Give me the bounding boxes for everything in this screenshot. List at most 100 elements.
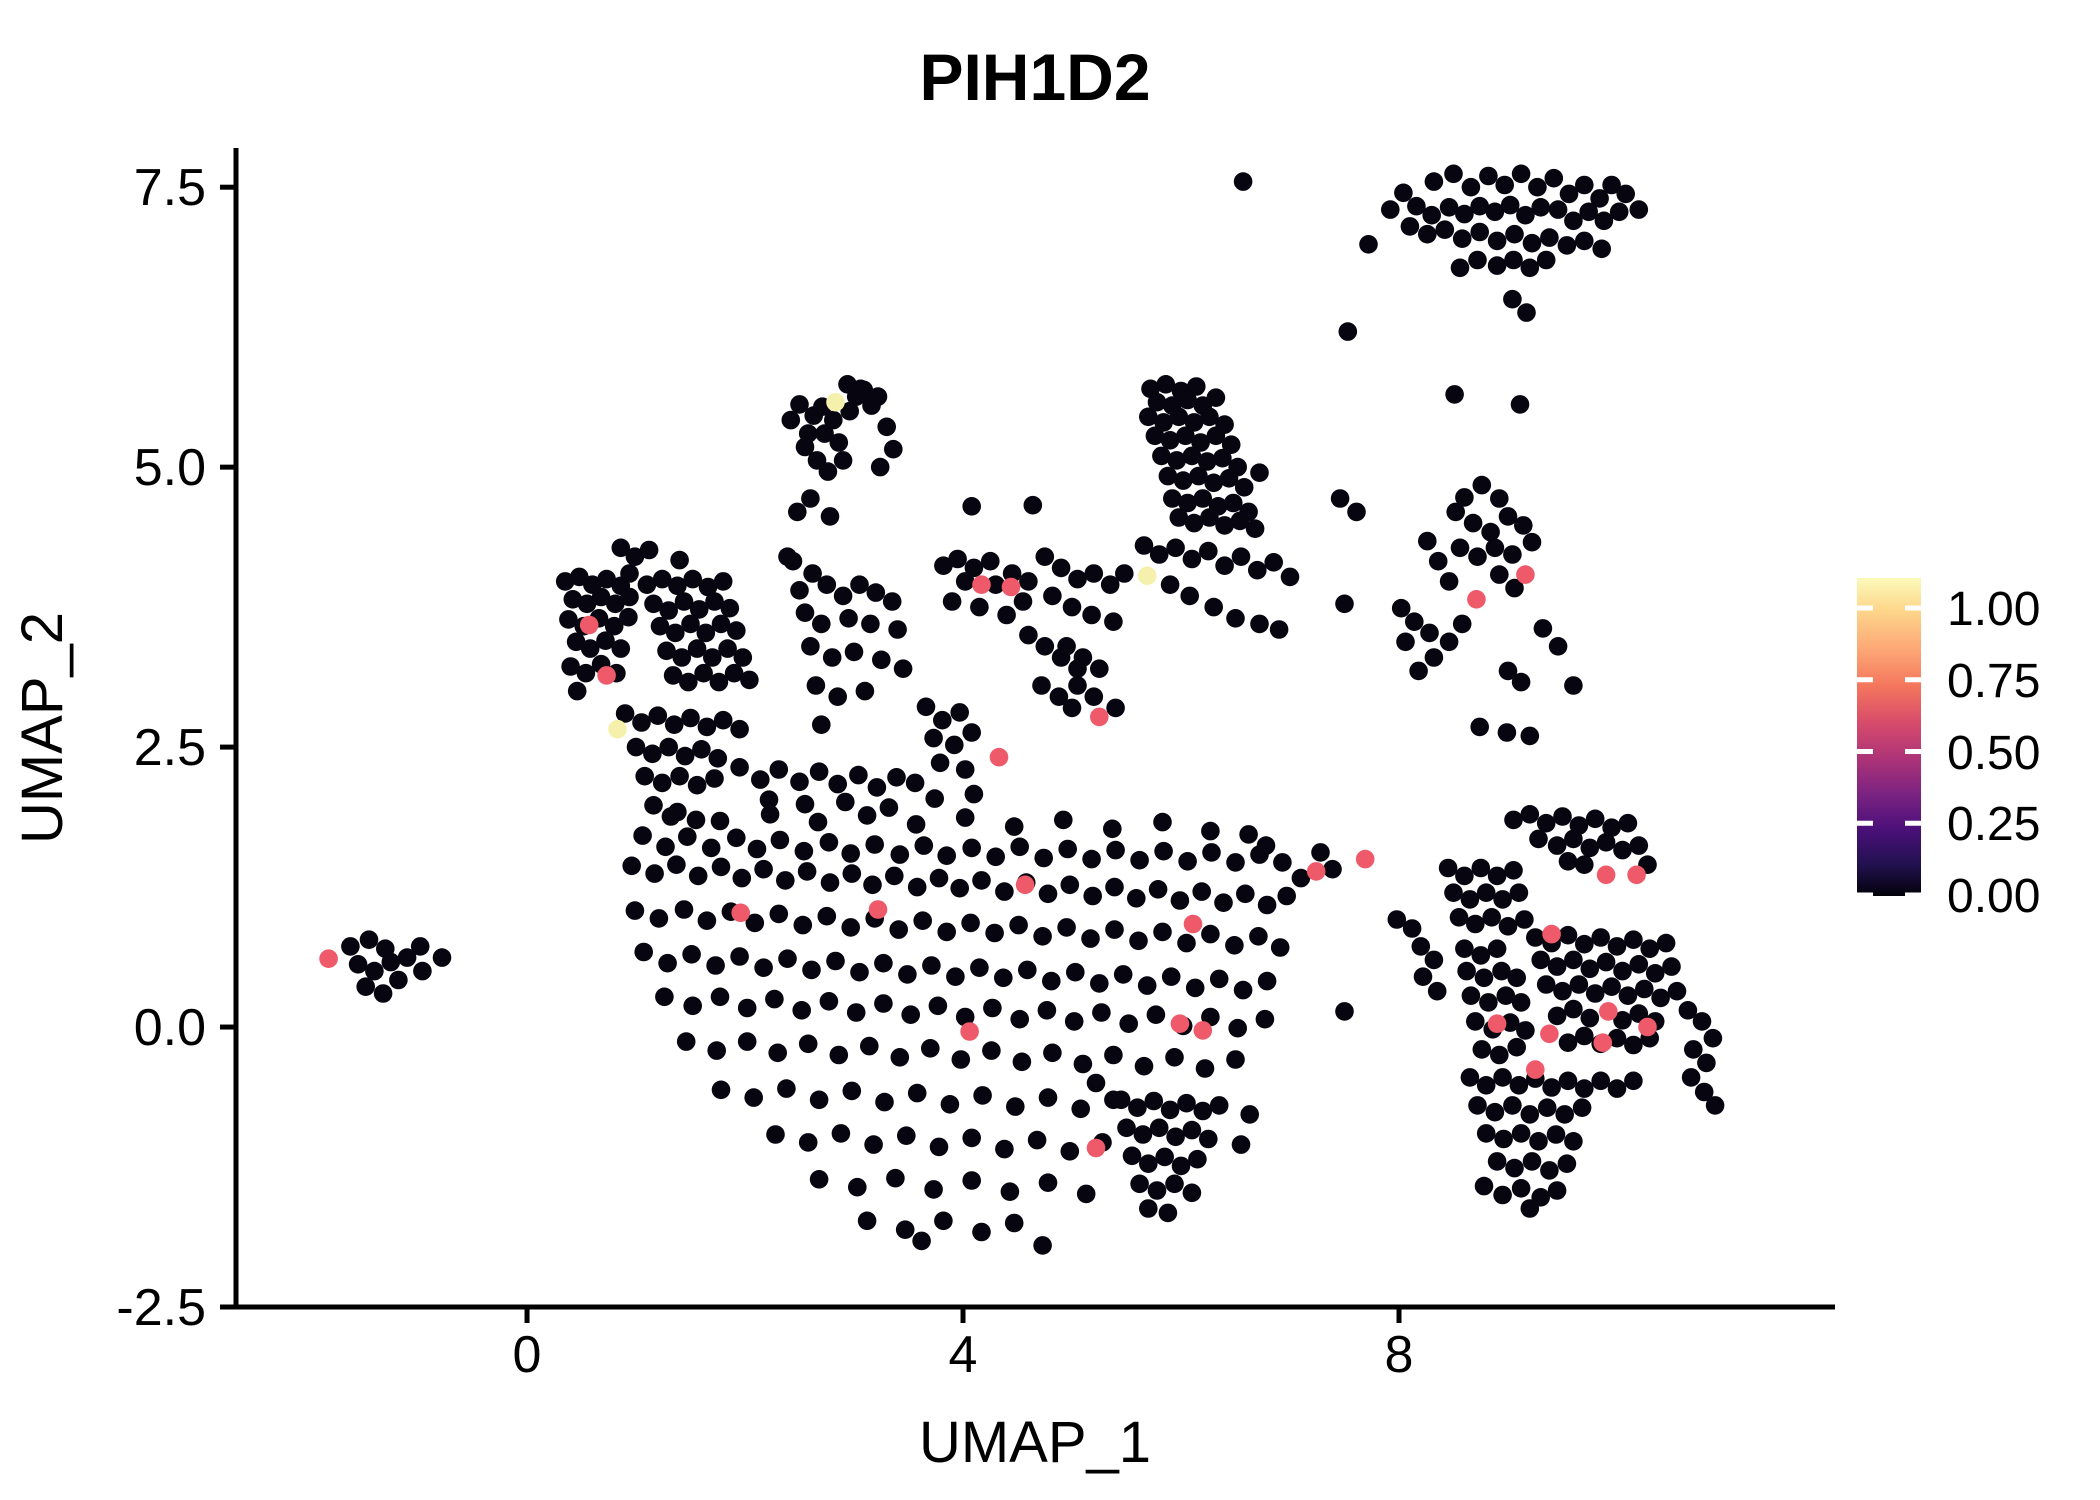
data-point-mid [1638,1017,1657,1037]
data-point-zero [711,1080,731,1100]
data-point-zero [831,1124,851,1143]
data-point-zero [1503,289,1522,309]
data-point-zero [1427,981,1447,1001]
data-point-zero [962,723,981,742]
data-point-zero [1498,507,1518,526]
data-point-zero [1592,239,1611,259]
data-point-zero [812,715,831,734]
data-point-zero [1160,431,1180,450]
data-point-zero [1629,200,1649,219]
data-point-zero [1060,875,1080,895]
data-point-zero [1510,395,1530,414]
data-point-zero [615,704,635,723]
data-point-zero [652,569,672,589]
colorbar-bar [1857,578,1921,896]
data-point-zero [747,839,767,859]
data-point-zero [1166,1127,1185,1147]
data-point-zero [706,956,725,975]
data-point-zero [1479,993,1498,1012]
data-point-zero [644,796,663,815]
data-point-zero [1171,1156,1191,1176]
data-point-zero [776,871,795,890]
data-point-zero [1594,211,1614,231]
data-point-zero [1250,463,1269,483]
data-point-mid [1593,1033,1613,1052]
data-point-zero [1585,984,1605,1003]
data-point-zero [839,609,858,628]
data-point-zero [1470,222,1489,242]
data-point-zero [1609,202,1629,222]
data-point-zero [1536,250,1556,270]
data-point-zero [1507,1037,1526,1057]
colorbar-label-3: 0.25 [1947,798,2040,851]
data-point-zero [1182,549,1202,569]
data-point-zero [648,706,668,725]
data-point-zero [1177,933,1196,953]
data-point-zero [432,948,452,967]
data-point-zero [341,937,360,956]
data-point-zero [1158,1203,1178,1223]
data-point-zero [1472,475,1492,495]
data-point-zero [1522,1152,1542,1171]
data-point-zero [862,396,881,415]
data-point-zero [652,773,672,793]
data-point-zero [727,621,746,640]
data-point-zero [1060,1142,1080,1161]
data-point-zero [1139,1199,1158,1218]
data-point-zero [1090,659,1109,678]
data-point-zero [889,920,908,939]
data-point-zero [754,958,773,977]
data-point-zero [1476,883,1496,902]
data-point-zero [1547,836,1567,855]
data-point-zero [1396,632,1415,652]
data-point-zero [1146,1005,1166,1024]
data-point-zero [1257,971,1277,991]
data-point-zero [937,846,956,865]
data-point-zero [1490,565,1509,584]
data-point-zero [1034,848,1053,868]
data-point-zero [1460,890,1480,909]
data-point-zero [1256,836,1276,855]
data-point-zero [1209,1096,1229,1115]
data-point-zero [982,1041,1001,1060]
data-point-zero [922,956,941,975]
data-point-zero [696,623,716,643]
data-point-zero [1139,407,1158,427]
data-point-zero [1516,205,1535,225]
data-point-zero [1684,1040,1703,1059]
data-point-zero [561,657,580,676]
data-point-zero [1533,619,1553,638]
data-point-zero [948,549,967,569]
data-point-zero [833,586,853,606]
data-point-zero [1335,594,1354,614]
data-point-zero [1455,866,1474,886]
data-point-zero [1493,1185,1512,1205]
data-point-zero [905,773,925,793]
data-point-zero [946,967,965,986]
data-point-zero [1147,1181,1167,1200]
data-point-zero [1013,592,1033,611]
data-point-zero [1468,1096,1487,1115]
data-point-zero [1607,1028,1627,1048]
data-point-zero [650,616,670,636]
data-point-zero [659,737,678,757]
data-point-zero [678,827,697,846]
data-point-zero [580,639,600,658]
data-point-zero [964,784,984,804]
data-point-zero [817,575,837,594]
data-point-zero [1509,1076,1529,1095]
data-point-zero [675,746,695,766]
data-point-zero [1528,177,1547,197]
data-point-zero [1409,661,1428,681]
data-point-mid [1516,565,1535,584]
data-point-zero [1662,957,1681,976]
data-point-zero [625,901,645,920]
data-point-zero [1472,1040,1492,1059]
data-point-zero [1540,228,1559,247]
data-point-mid [1540,1024,1559,1044]
data-point-zero [766,1125,785,1144]
data-point-zero [740,670,759,690]
data-point-zero [778,949,797,968]
data-point-zero [1073,1054,1093,1074]
data-point-zero [995,882,1014,901]
